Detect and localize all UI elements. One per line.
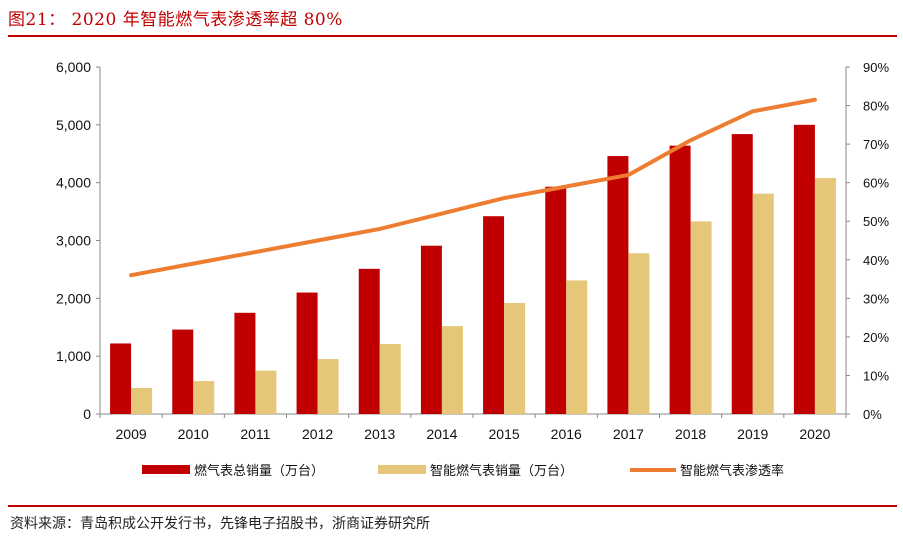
x-tick-label: 2011 bbox=[240, 426, 270, 442]
x-tick-label: 2019 bbox=[737, 426, 768, 442]
y-right-tick-label: 10% bbox=[863, 368, 889, 383]
legend-label-total: 燃气表总销量（万台） bbox=[194, 464, 325, 479]
y-right-tick-label: 90% bbox=[863, 60, 889, 75]
chart-legend: 燃气表总销量（万台） 智能燃气表销量（万台） 智能燃气表渗透率 bbox=[0, 460, 903, 482]
chart-bars bbox=[110, 124, 836, 415]
y-right-tick-label: 50% bbox=[863, 214, 889, 229]
bar-total-sales bbox=[731, 134, 753, 414]
y-right-tick-label: 20% bbox=[863, 330, 889, 345]
y-right-tick-label: 60% bbox=[863, 176, 889, 191]
bar-smart-sales bbox=[441, 326, 463, 414]
bar-total-sales bbox=[296, 292, 318, 414]
bar-smart-sales bbox=[566, 280, 588, 414]
y-left-tick-label: 5,000 bbox=[56, 117, 91, 133]
figure-title: 图21： 2020 年智能燃气表渗透率超 80% bbox=[8, 10, 343, 30]
y-right-tick-label: 30% bbox=[863, 291, 889, 306]
bar-smart-sales bbox=[628, 253, 650, 414]
source-rule bbox=[8, 505, 897, 507]
x-tick-label: 2016 bbox=[551, 426, 582, 442]
chart-line bbox=[129, 97, 817, 278]
bar-smart-sales bbox=[193, 381, 215, 414]
y-left-tick-label: 0 bbox=[83, 406, 91, 422]
x-tick-label: 2012 bbox=[302, 426, 333, 442]
bar-smart-sales bbox=[504, 302, 526, 414]
y-left-tick-label: 4,000 bbox=[56, 175, 91, 191]
bar-smart-sales bbox=[131, 387, 153, 414]
legend-item-rate: 智能燃气表渗透率 bbox=[630, 460, 784, 479]
penetration-rate-line bbox=[129, 97, 817, 278]
legend-item-total: 燃气表总销量（万台） bbox=[142, 460, 324, 479]
combo-chart: 0 1,000 2,000 3,000 4,000 5,000 6,000 0% 10% 20% 3… bbox=[56, 59, 890, 442]
x-tick-label: 2020 bbox=[799, 426, 830, 442]
legend-swatch-rate bbox=[630, 467, 676, 472]
title-rule bbox=[8, 35, 897, 37]
bar-total-sales bbox=[358, 268, 380, 414]
bar-total-sales bbox=[172, 329, 194, 414]
x-tick-label: 2014 bbox=[426, 426, 457, 442]
bar-total-sales bbox=[669, 145, 691, 415]
x-tick-label: 2013 bbox=[364, 426, 395, 442]
legend-label-rate: 智能燃气表渗透率 bbox=[680, 464, 785, 479]
bar-smart-sales bbox=[752, 193, 774, 414]
x-tick-label: 2010 bbox=[178, 426, 209, 442]
y-right-tick-label: 0% bbox=[863, 407, 882, 422]
x-tick-label: 2015 bbox=[489, 426, 520, 442]
y-left-tick-label: 1,000 bbox=[56, 348, 91, 364]
y-left-tick-label: 6,000 bbox=[56, 59, 91, 75]
chart-axes: 0 1,000 2,000 3,000 4,000 5,000 6,000 0% 10% 20% 3… bbox=[56, 59, 890, 442]
y-right-tick-label: 70% bbox=[863, 137, 889, 152]
y-left-tick-label: 2,000 bbox=[56, 290, 91, 306]
bar-total-sales bbox=[607, 156, 629, 414]
legend-item-smart: 智能燃气表销量（万台） bbox=[378, 460, 573, 479]
bar-smart-sales bbox=[379, 344, 401, 414]
source-note: 资料来源：青岛积成公开发行书，先锋电子招股书，浙商证券研究所 bbox=[10, 516, 430, 532]
bar-smart-sales bbox=[814, 178, 836, 414]
legend-label-smart: 智能燃气表销量（万台） bbox=[430, 464, 574, 479]
x-tick-label: 2009 bbox=[116, 426, 147, 442]
bar-total-sales bbox=[234, 312, 256, 414]
bar-smart-sales bbox=[317, 359, 339, 414]
y-right-tick-label: 40% bbox=[863, 253, 889, 268]
bar-smart-sales bbox=[690, 221, 712, 414]
bar-total-sales bbox=[545, 186, 567, 414]
bar-smart-sales bbox=[255, 370, 277, 414]
legend-swatch-smart bbox=[378, 465, 426, 474]
x-tick-label: 2018 bbox=[675, 426, 706, 442]
x-tick-label: 2017 bbox=[613, 426, 644, 442]
bar-total-sales bbox=[793, 124, 815, 414]
y-right-tick-label: 80% bbox=[863, 99, 889, 114]
y-left-tick-label: 3,000 bbox=[56, 233, 91, 249]
bar-total-sales bbox=[420, 245, 442, 414]
legend-swatch-total bbox=[142, 465, 190, 474]
bar-total-sales bbox=[483, 216, 505, 414]
bar-total-sales bbox=[110, 343, 132, 414]
